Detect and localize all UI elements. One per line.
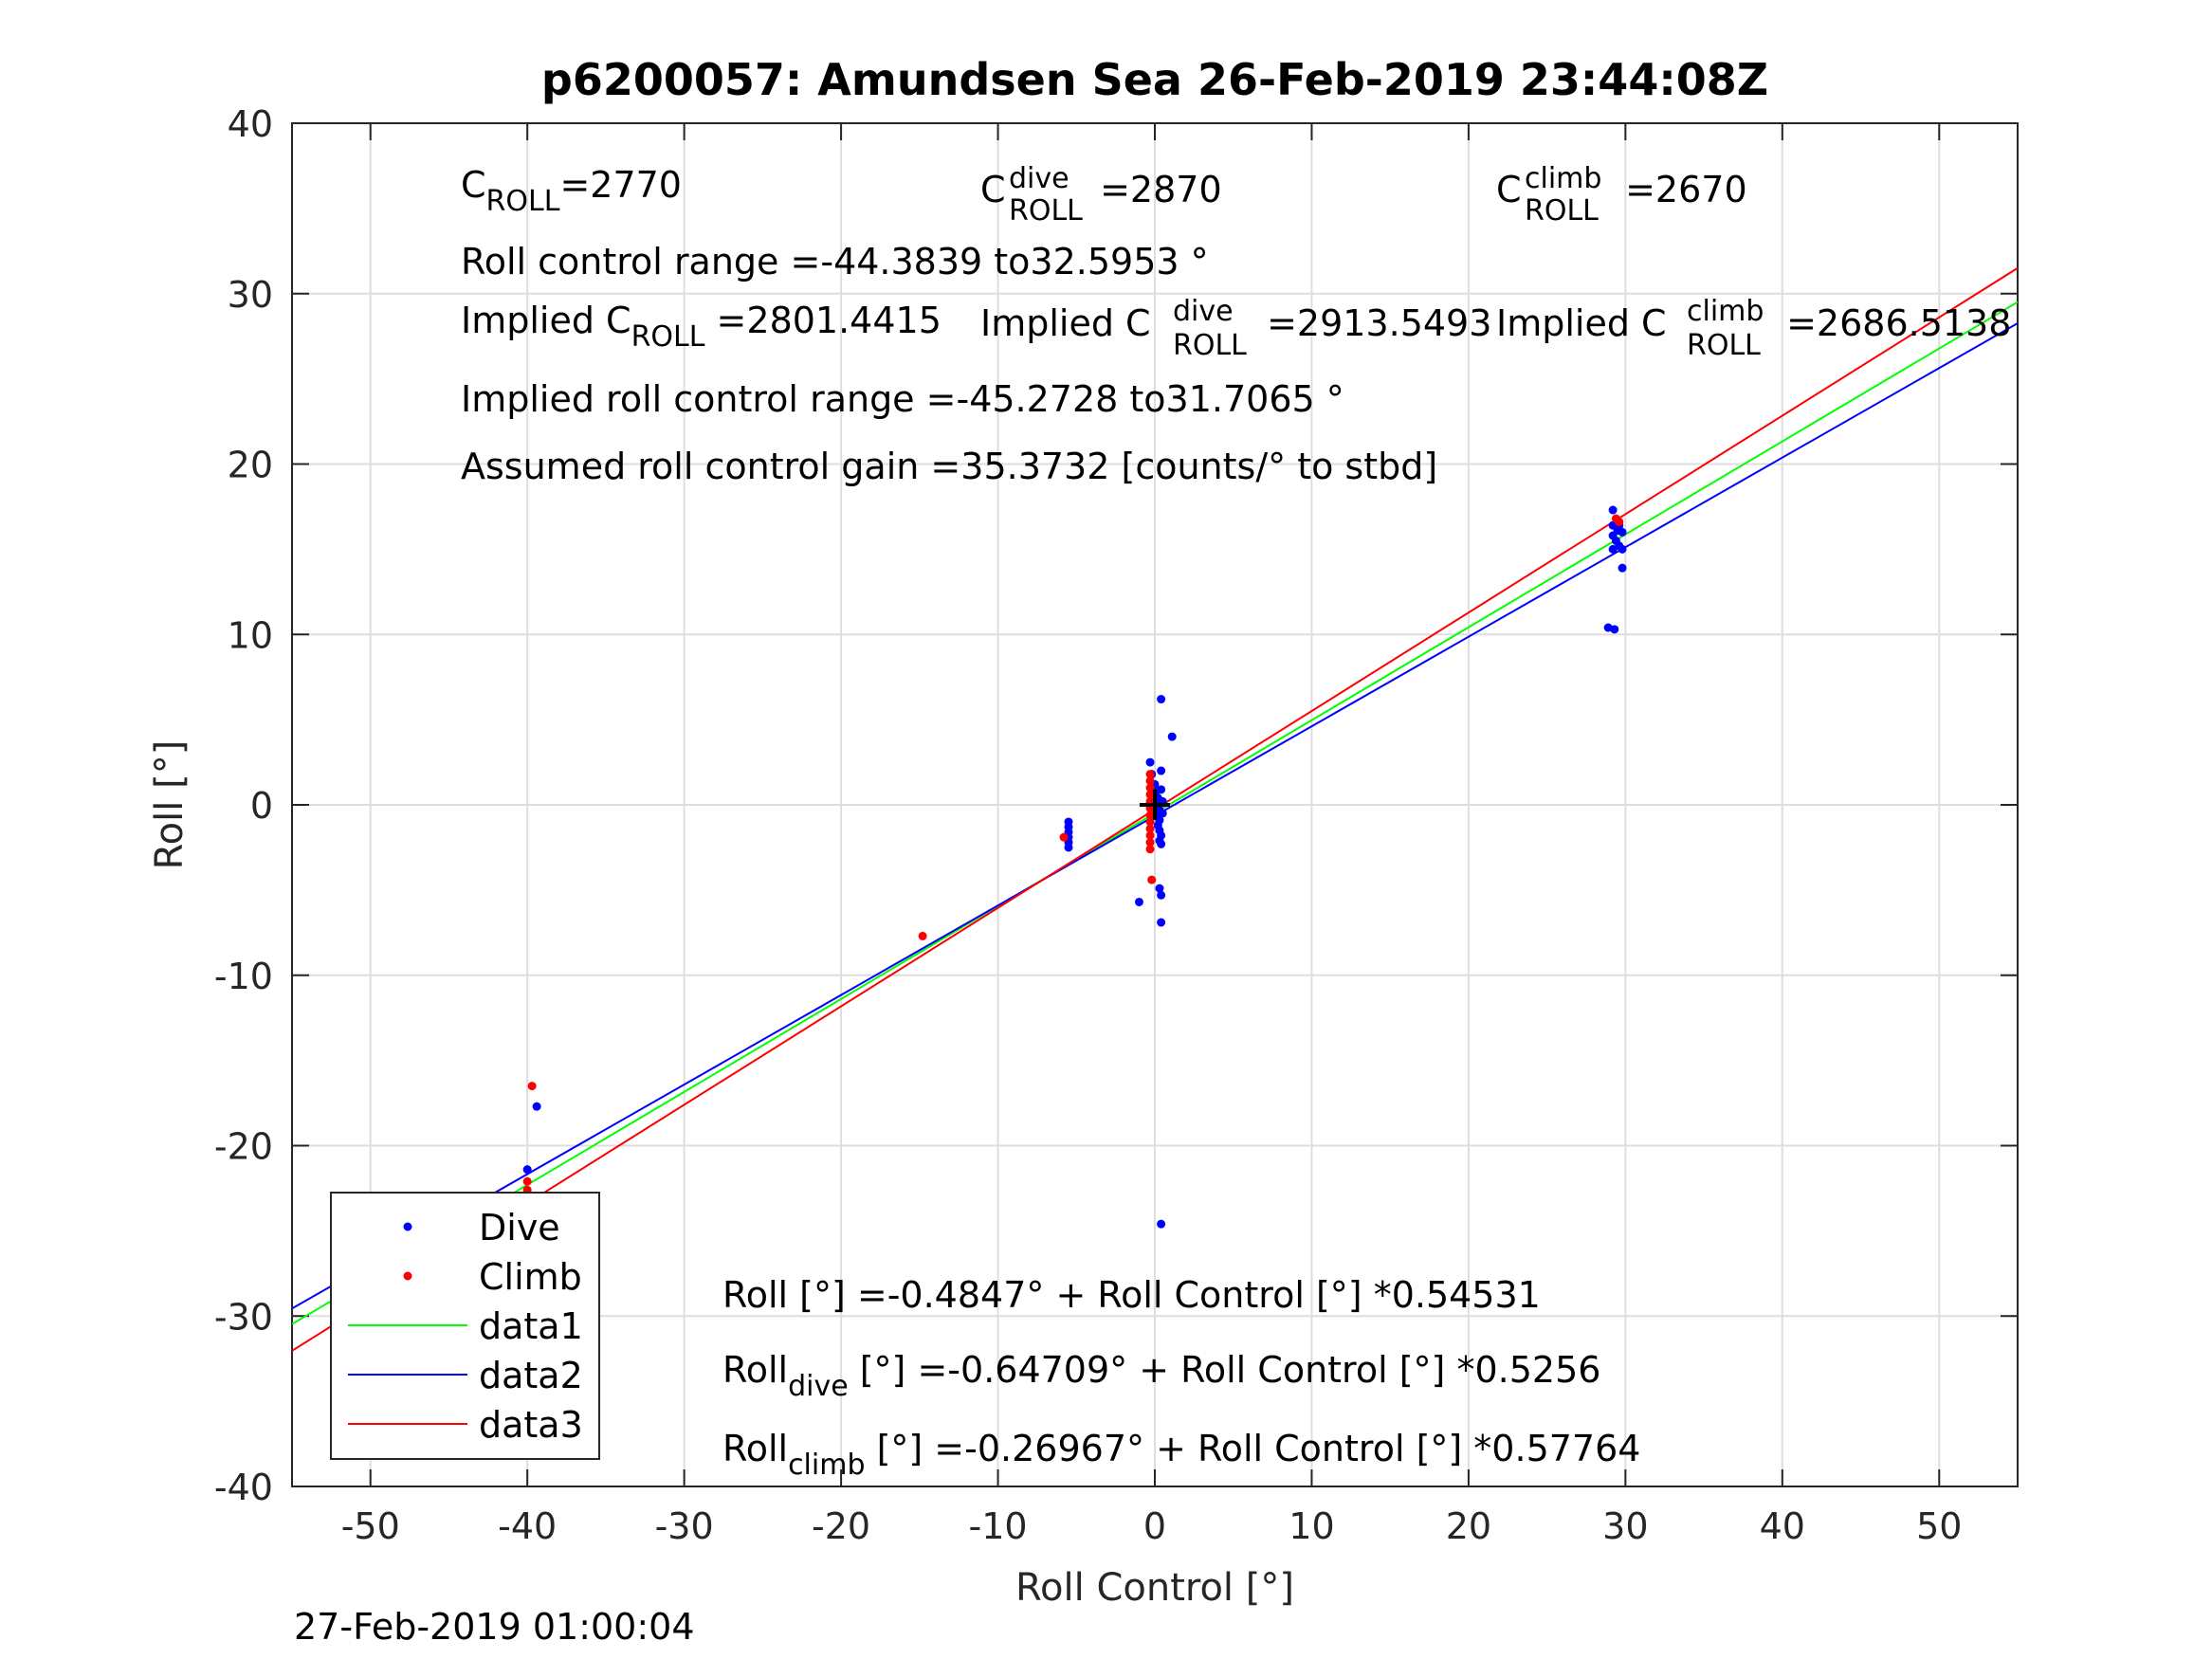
- x-tick-label: 50: [1916, 1505, 1962, 1547]
- y-tick-label: 10: [228, 614, 273, 656]
- legend-label: data3: [479, 1404, 583, 1446]
- point-dive: [1608, 505, 1618, 515]
- point-dive: [1618, 563, 1627, 573]
- legend-label: Climb: [479, 1256, 582, 1298]
- assumed-gain-annotation: Assumed roll control gain =35.3732 [coun…: [461, 446, 1437, 487]
- legend-label: data2: [479, 1355, 583, 1396]
- x-tick-label: -40: [498, 1505, 557, 1547]
- x-axis-label: Roll Control [°]: [1015, 1566, 1294, 1610]
- point-dive: [1145, 757, 1155, 767]
- point-climb: [527, 1082, 537, 1091]
- point-climb: [1145, 776, 1155, 786]
- x-tick-label: 10: [1289, 1505, 1334, 1547]
- roll-control-range-annotation: Roll control range =-44.3839 to32.5953 °: [461, 241, 1209, 283]
- point-climb: [1145, 838, 1155, 848]
- x-tick-label: 20: [1446, 1505, 1491, 1547]
- point-climb: [1059, 832, 1069, 842]
- y-tick-label: -20: [214, 1126, 273, 1168]
- point-climb: [918, 931, 927, 940]
- implied-roll-control-range-annotation: Implied roll control range =-45.2728 to3…: [461, 378, 1344, 420]
- legend-label: Dive: [479, 1207, 560, 1249]
- footer-timestamp: 27-Feb-2019 01:00:04: [294, 1606, 695, 1648]
- legend-label: data1: [479, 1305, 583, 1347]
- point-dive: [522, 1165, 532, 1175]
- fit-climb-annotation: Rollclimb [°] =-0.26967° + Roll Control …: [722, 1428, 1640, 1482]
- data-points: [405, 505, 1627, 1271]
- point-climb: [1145, 811, 1155, 820]
- origin-crosshair: [1140, 790, 1170, 820]
- c-roll-annotation: CROLL=2770: [461, 164, 682, 218]
- point-dive: [1157, 839, 1166, 848]
- y-tick-label: 0: [250, 785, 273, 827]
- point-climb: [1145, 824, 1155, 833]
- y-tick-label: 40: [228, 103, 273, 145]
- point-dive: [1158, 809, 1167, 818]
- point-climb: [1145, 790, 1155, 799]
- y-tick-label: 20: [228, 445, 273, 486]
- point-climb: [1147, 875, 1157, 884]
- point-dive: [1157, 766, 1166, 775]
- y-tick-label: -10: [214, 956, 273, 997]
- point-climb: [1145, 845, 1155, 854]
- point-dive: [1618, 527, 1627, 537]
- point-dive: [1157, 918, 1166, 927]
- x-tick-label: 0: [1143, 1505, 1166, 1547]
- point-climb: [1145, 783, 1155, 793]
- implied-c-roll-annotation: Implied CROLL =2801.4415: [461, 300, 941, 354]
- point-dive: [1157, 1219, 1166, 1229]
- point-dive: [1064, 843, 1073, 852]
- x-tick-label: -50: [341, 1505, 400, 1547]
- point-dive: [1608, 544, 1618, 554]
- fit-dive-annotation: Rolldive [°] =-0.64709° + Roll Control […: [722, 1349, 1600, 1403]
- chart-title: p6200057: Amundsen Sea 26-Feb-2019 23:44…: [541, 54, 1768, 105]
- x-tick-label: -30: [655, 1505, 714, 1547]
- tick-labels: -50 -40 -30 -20 -10 0 10 20 30 40 50 -40 -30 -20 -10 0 1…: [214, 103, 1963, 1547]
- y-tick-label: -40: [214, 1467, 273, 1508]
- point-dive: [1618, 544, 1627, 554]
- legend-marker-dive: [403, 1222, 412, 1231]
- point-dive: [1157, 695, 1166, 704]
- point-dive: [1157, 890, 1166, 900]
- point-dive: [1610, 625, 1619, 634]
- point-dive: [1167, 732, 1177, 741]
- y-tick-label: 30: [228, 274, 273, 316]
- point-dive: [1157, 785, 1166, 794]
- x-tick-label: 40: [1760, 1505, 1805, 1547]
- point-climb: [1145, 817, 1155, 827]
- legend-items: Dive Climb data1 data2 data3: [348, 1207, 583, 1446]
- point-climb: [1145, 830, 1155, 840]
- x-tick-label: 30: [1602, 1505, 1648, 1547]
- point-climb: [522, 1176, 532, 1186]
- point-dive: [1134, 897, 1143, 906]
- point-climb: [1615, 518, 1624, 527]
- x-tick-label: -10: [969, 1505, 1028, 1547]
- point-climb: [1145, 770, 1155, 779]
- axes-box: [291, 122, 2019, 1487]
- legend: Dive Climb data1 data2 data3: [330, 1192, 600, 1460]
- point-dive: [1155, 884, 1164, 893]
- y-axis-label: Roll [°]: [148, 740, 192, 870]
- point-dive: [532, 1102, 541, 1111]
- legend-marker-climb: [403, 1271, 412, 1281]
- fit-all-annotation: Roll [°] =-0.4847° + Roll Control [°] *0…: [722, 1274, 1541, 1316]
- x-tick-label: -20: [812, 1505, 870, 1547]
- y-tick-label: -30: [214, 1296, 273, 1338]
